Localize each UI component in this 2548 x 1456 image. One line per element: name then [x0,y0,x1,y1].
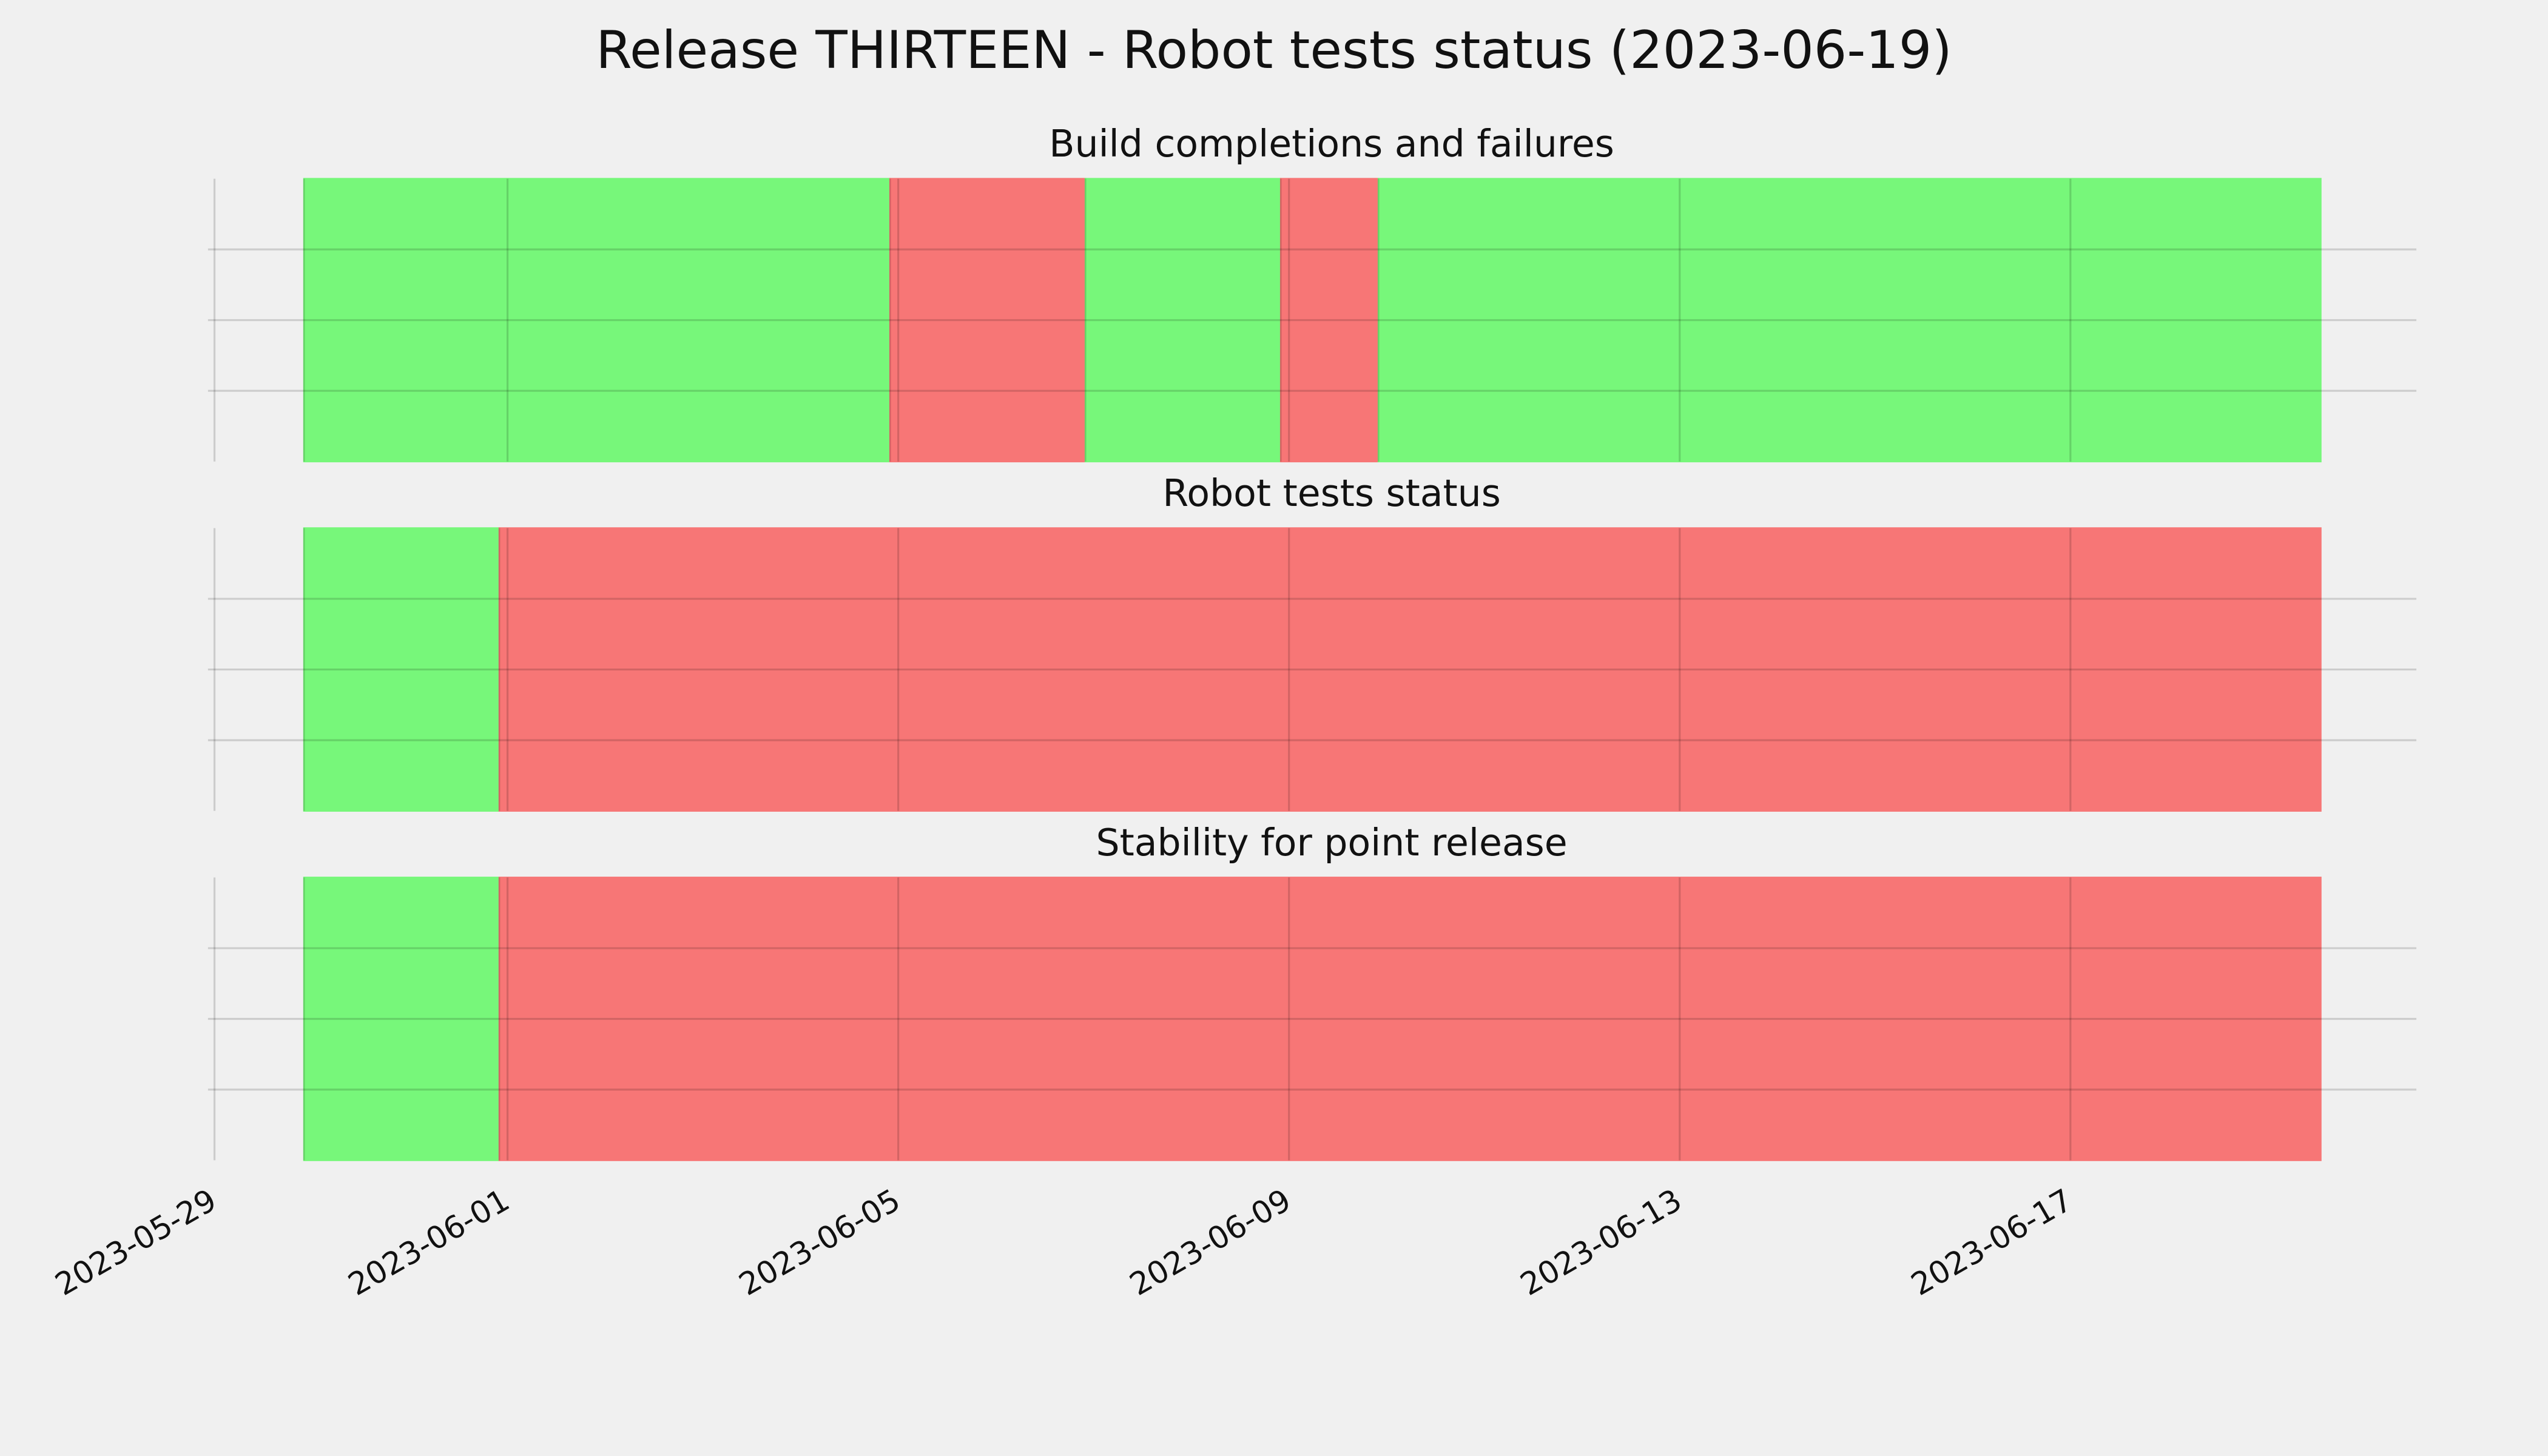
status-span [498,527,2322,812]
panel-title: Build completions and failures [1049,122,1614,166]
status-span [1279,178,1380,463]
status-span [1377,178,2322,463]
panel-title: Robot tests status [1162,471,1500,515]
status-span [303,527,500,812]
status-span [1084,178,1282,463]
status-span [498,877,2322,1161]
panel-title: Stability for point release [1096,821,1568,864]
status-span [303,877,500,1161]
status-span [303,178,891,463]
chart-title: Release THIRTEEN - Robot tests status (2… [596,20,1952,81]
status-span [889,178,1087,463]
